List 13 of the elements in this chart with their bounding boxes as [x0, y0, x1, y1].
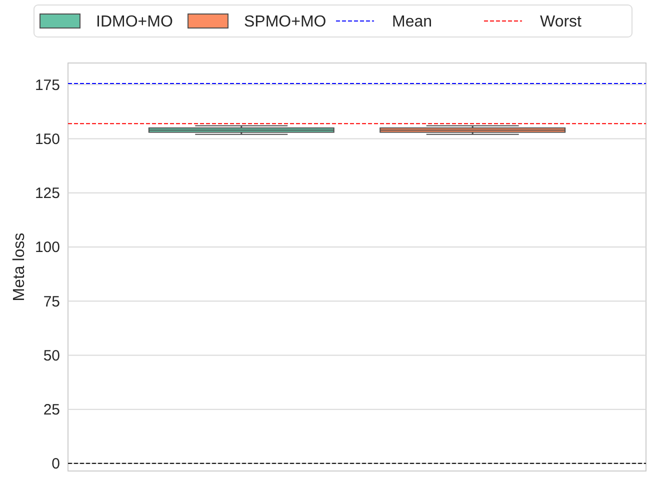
y-tick-label: 125 [34, 185, 60, 202]
y-axis-title: Meta loss [11, 232, 28, 302]
legend-label: Worst [540, 14, 582, 31]
y-tick-label: 25 [43, 402, 60, 419]
legend-label: Mean [392, 14, 432, 31]
y-tick-label: 75 [43, 293, 60, 310]
legend-label: SPMO+MO [244, 14, 326, 31]
y-tick-label: 150 [34, 131, 60, 148]
y-tick-label: 50 [43, 347, 60, 364]
y-tick-label: 175 [34, 76, 60, 94]
y-tick-label: 100 [34, 239, 60, 256]
legend-label: IDMO+MO [96, 14, 173, 31]
y-tick-label: 0 [52, 456, 60, 473]
